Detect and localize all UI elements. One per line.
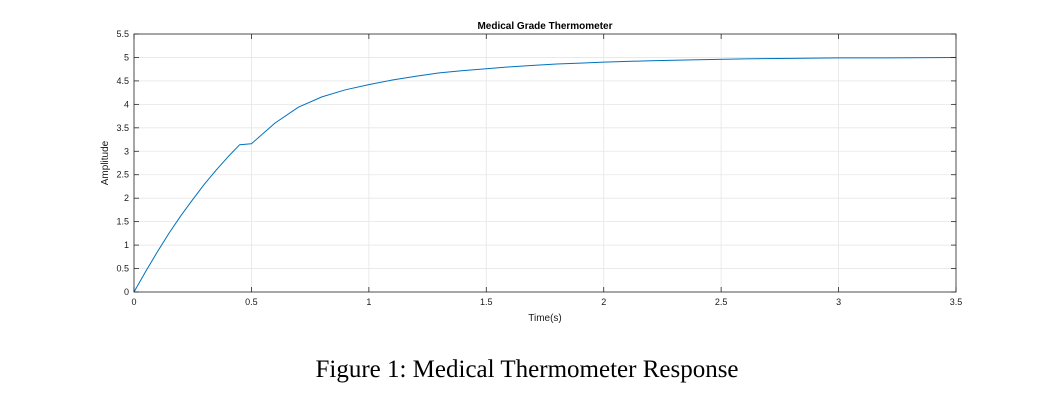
- x-axis-label: Time(s): [528, 313, 562, 324]
- x-tick-label: 3.5: [950, 297, 963, 307]
- y-tick-label: 1: [124, 240, 129, 250]
- y-tick-label: 2: [124, 193, 129, 203]
- x-tick-label: 2: [601, 297, 606, 307]
- y-tick-label: 3.5: [116, 123, 129, 133]
- tick-marks: [133, 33, 957, 293]
- y-axis-label: Amplitude: [100, 140, 111, 185]
- y-tick-label: 3: [124, 146, 129, 156]
- y-tick-label: 0.5: [116, 264, 129, 274]
- y-tick-label: 5: [124, 52, 129, 62]
- y-tick-labels: 0 0.5 1 1.5 2 2.5 3 3.5 4 4.5 5 5.5: [116, 29, 129, 297]
- x-tick-label: 1: [366, 297, 371, 307]
- x-tick-label: 2.5: [715, 297, 728, 307]
- plot-area: [134, 34, 956, 292]
- x-tick-label: 3: [836, 297, 841, 307]
- grid-lines: [133, 33, 957, 293]
- y-tick-label: 4: [124, 99, 129, 109]
- y-tick-label: 5.5: [116, 29, 129, 39]
- x-tick-label: 0: [131, 297, 136, 307]
- figure-caption: Figure 1: Medical Thermometer Response: [315, 356, 739, 383]
- chart-title: Medical Grade Thermometer: [477, 21, 612, 32]
- step-response-chart: 0 0.5 1 1.5 2 2.5 3 3.5 0 0.5 1 1.5 2 2.5 3 3.5 4 4.5 5 5.…: [100, 21, 962, 324]
- series-line-1: [133, 56, 957, 293]
- x-tick-label: 0.5: [245, 297, 258, 307]
- y-tick-label: 1.5: [116, 217, 129, 227]
- y-tick-label: 4.5: [116, 76, 129, 86]
- series-layer: [133, 56, 957, 293]
- y-tick-label: 2.5: [116, 170, 129, 180]
- plot-border: [133, 33, 957, 293]
- x-tick-label: 1.5: [480, 297, 493, 307]
- y-tick-label: 0: [124, 287, 129, 297]
- x-tick-labels: 0 0.5 1 1.5 2 2.5 3 3.5: [131, 297, 962, 307]
